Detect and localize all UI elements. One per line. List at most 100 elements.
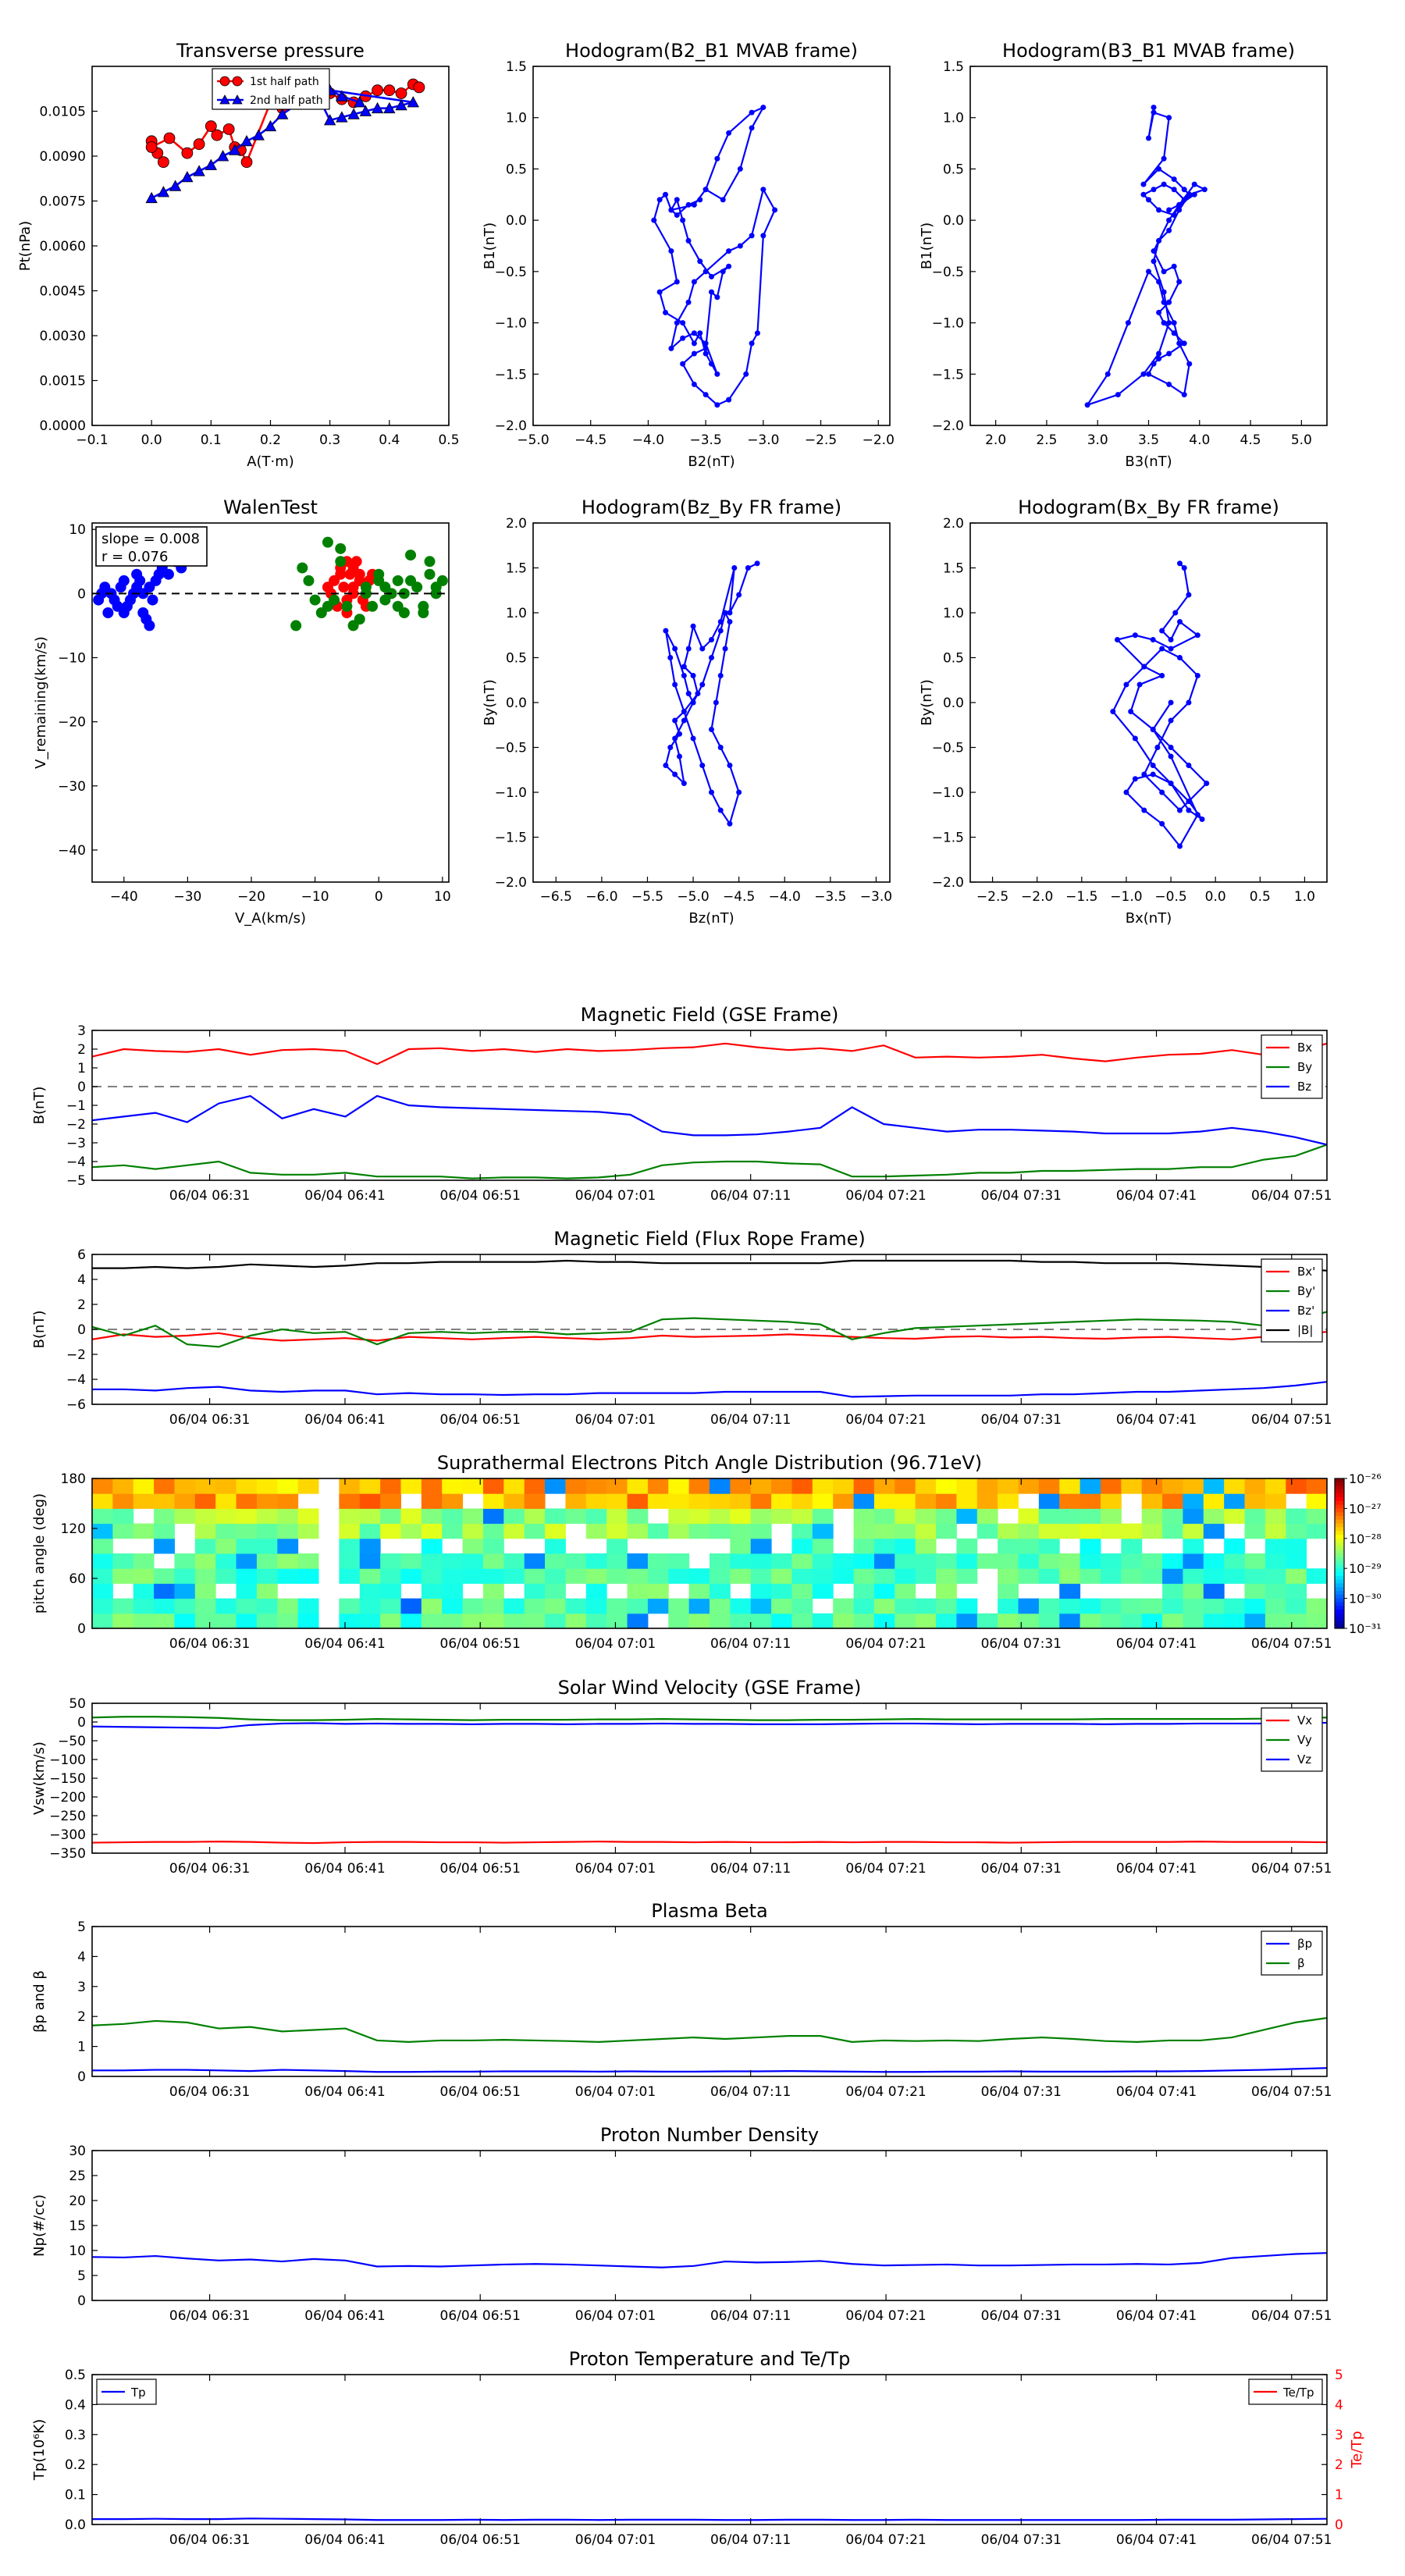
- hodo2-point: [1176, 201, 1183, 208]
- hodo3-panel: Hodogram(Bz_By FR frame) −2.0 −1.5 −1.0 −0.5…: [482, 496, 892, 927]
- hodo2-point: [1181, 392, 1187, 398]
- pad-cell: [1264, 1493, 1286, 1509]
- bgse-series-Bz: [92, 1094, 1327, 1146]
- pad-time-label: 06/04 07:31: [981, 1636, 1062, 1652]
- pad-cell: [668, 1523, 690, 1539]
- walen-extras: slope = 0.008 r = 0.076: [92, 526, 449, 595]
- pad-cell: [730, 1538, 752, 1554]
- hodo2-point: [1161, 320, 1167, 326]
- hodo3-point: [745, 565, 751, 571]
- hodo3-point: [663, 763, 669, 768]
- beta-title: Plasma Beta: [651, 1900, 767, 1922]
- pad-cell: [524, 1568, 546, 1584]
- pad-cell: [565, 1493, 587, 1509]
- pad-cell: [1100, 1568, 1122, 1584]
- np-ytick-label: 5: [77, 2268, 86, 2284]
- pad-cell: [1306, 1508, 1327, 1525]
- pad-cell: [1244, 1583, 1266, 1599]
- tp-time-label: 06/04 06:41: [304, 2532, 385, 2548]
- pad-cell: [976, 1523, 998, 1539]
- pad-cell: [503, 1553, 525, 1569]
- pad-cell: [1141, 1568, 1163, 1584]
- pad-cell: [1203, 1583, 1225, 1599]
- walen-ytick-label: −40: [58, 843, 86, 859]
- walen-point: [131, 582, 143, 593]
- pad-cell: [277, 1508, 299, 1525]
- bfr-time-label: 06/04 06:51: [440, 1412, 521, 1428]
- pad-cell: [194, 1583, 216, 1599]
- pad-cell: [771, 1478, 792, 1494]
- hodo2-point: [1181, 197, 1187, 203]
- hodo4-point: [1172, 610, 1179, 616]
- pad-cell: [936, 1568, 957, 1584]
- pad-cell: [1264, 1568, 1286, 1584]
- pad-cell: [750, 1583, 772, 1599]
- pad-colorbar-segment: [1335, 1613, 1344, 1618]
- hodo1-point: [702, 269, 709, 275]
- pad-cell: [462, 1478, 484, 1494]
- pt-point-triangle: [336, 111, 348, 123]
- hodo2-point: [1171, 320, 1177, 326]
- pt-point-circle: [413, 81, 425, 94]
- pad-cell: [482, 1613, 504, 1628]
- pad-colorbar-label: 10⁻²⁶: [1349, 1471, 1382, 1486]
- pad-colorbar-segment: [1335, 1512, 1344, 1517]
- pad-cell: [1059, 1493, 1081, 1509]
- pad-cell: [1162, 1523, 1183, 1539]
- pad-plot-area: [92, 1478, 1327, 1628]
- pt-ytick-label: 0.0060: [40, 239, 86, 254]
- hodo4-ylabel: By(nT): [919, 679, 935, 725]
- bfr-title: Magnetic Field (Flux Rope Frame): [553, 1228, 865, 1250]
- hodo1-xtick-label: −2.0: [863, 432, 895, 448]
- walen-point: [322, 600, 333, 612]
- hodo1-plot-area: [651, 105, 778, 408]
- hodo1-point: [691, 381, 697, 387]
- pad-cell: [1080, 1523, 1101, 1539]
- pad-cell: [812, 1508, 834, 1525]
- pad-cell: [256, 1508, 278, 1525]
- pad-cell: [256, 1583, 278, 1599]
- bgse-series-Bx: [92, 1042, 1327, 1066]
- pad-cell: [256, 1478, 278, 1494]
- pad-cell: [895, 1613, 916, 1628]
- pad-cell: [503, 1568, 525, 1584]
- hodo3-point: [727, 619, 733, 624]
- pt-ytick-label: 0.0090: [40, 149, 86, 165]
- pad-cell: [1059, 1613, 1081, 1628]
- hodo3-point: [690, 735, 696, 742]
- tp-y2-ytick-label: 3: [1335, 2428, 1343, 2443]
- pad-colorbar-segment: [1335, 1564, 1344, 1569]
- hodo4-ytick-label: −0.5: [932, 741, 964, 756]
- vsw-ylabel: Vsw(km/s): [31, 1742, 48, 1815]
- hodo4-point: [1110, 709, 1116, 714]
- vsw-ytick-label: 50: [69, 1696, 86, 1712]
- pad-cell: [524, 1508, 546, 1525]
- pad-cell: [1038, 1598, 1060, 1614]
- pad-cell: [256, 1568, 278, 1584]
- pad-title: Suprathermal Electrons Pitch Angle Distr…: [437, 1452, 982, 1474]
- hodo3-point: [681, 664, 687, 670]
- walen-point: [108, 594, 120, 606]
- hodo4-ytick-label: 0.0: [943, 696, 964, 711]
- beta-legend-label: β: [1297, 1956, 1305, 1970]
- hodo1-panel: Hodogram(B2_B1 MVAB frame) −2.0 −1.5 −1.0 −0…: [482, 40, 895, 470]
- hodo2-point: [1146, 135, 1151, 141]
- pad-cell: [606, 1568, 628, 1584]
- pad-cell: [154, 1538, 175, 1554]
- hodo3-point: [709, 727, 714, 732]
- walen-point: [424, 568, 436, 580]
- hodo4-xtick-label: −1.5: [1065, 889, 1097, 905]
- hodo4-point: [1168, 753, 1174, 760]
- hodo3-point: [717, 628, 724, 634]
- vsw-series-Vy: [92, 1716, 1327, 1721]
- tp-ytick-label: 0.5: [65, 2368, 86, 2383]
- walen-ytick-label: −20: [58, 715, 86, 731]
- pad-cell: [853, 1493, 875, 1509]
- pad-cell: [956, 1478, 978, 1494]
- walen-xlabel: V_A(km/s): [235, 910, 306, 927]
- pt-xlabel: A(T·m): [247, 454, 294, 470]
- pad-cell: [936, 1493, 957, 1509]
- hodo2-point: [1166, 115, 1172, 121]
- pad-cell: [1306, 1478, 1327, 1494]
